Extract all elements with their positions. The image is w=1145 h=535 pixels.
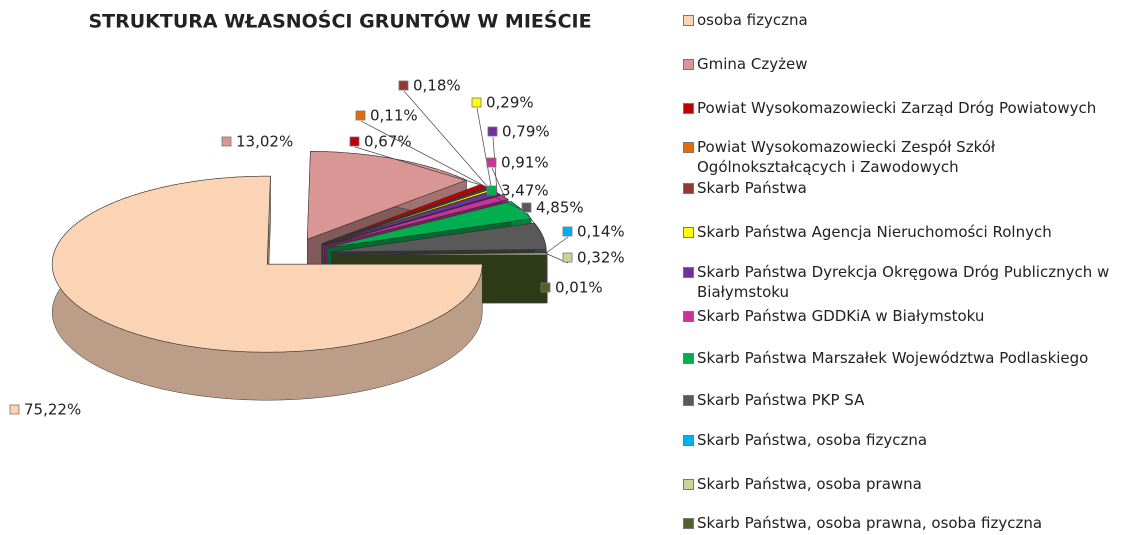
legend-item: Skarb Państwa, osoba fizyczna [683, 430, 1143, 450]
legend-swatch [683, 103, 694, 114]
legend-label: Skarb Państwa, osoba prawna, osoba fizyc… [697, 514, 1043, 532]
legend-label: Skarb Państwa Marszałek Województwa Podl… [697, 349, 1089, 367]
legend-item: Gmina Czyżew [683, 54, 1143, 74]
label-swatch [471, 97, 482, 108]
label-swatch [221, 136, 232, 147]
leader-line [491, 167, 506, 198]
label-swatch [398, 80, 409, 91]
legend-swatch [683, 353, 694, 364]
leader-line [476, 107, 493, 190]
data-label: 4,85% [536, 199, 584, 217]
label-swatch [562, 252, 573, 263]
legend-swatch [683, 142, 694, 153]
data-label: 0,01% [555, 279, 603, 297]
legend-label: Skarb Państwa GDDKiA w Białymstoku [697, 307, 985, 325]
legend-label: Skarb Państwa Agencja Nieruchomości Roln… [697, 223, 1052, 241]
legend-label: Skarb Państwa PKP SA [697, 391, 865, 409]
label-swatch [521, 202, 532, 213]
legend-item: Skarb Państwa, osoba prawna [683, 474, 1143, 494]
label-swatch [487, 126, 498, 137]
legend-label: Skarb Państwa, osoba prawna [697, 475, 922, 493]
label-swatch [9, 404, 20, 415]
data-label: 0,79% [502, 123, 550, 141]
legend-item: Powiat Wysokomazowiecki Zarząd Dróg Powi… [683, 98, 1143, 118]
legend-item: osoba fizyczna [683, 10, 1143, 30]
leader-line [491, 195, 523, 211]
legend-label: Powiat Wysokomazowiecki Zarząd Dróg Powi… [697, 99, 1097, 117]
legend-item: Skarb Państwa Dyrekcja Okręgowa Dróg Pub… [683, 262, 1143, 302]
legend-label: osoba fizyczna [697, 11, 808, 29]
leader-line [354, 146, 484, 187]
leader-line [526, 212, 544, 237]
label-swatch [562, 226, 573, 237]
legend-label: Gmina Czyżew [697, 55, 808, 73]
legend-swatch [683, 15, 694, 26]
data-label: 0,32% [577, 249, 625, 267]
slice-group [51, 175, 483, 401]
legend-item: Skarb Państwa, osoba prawna, osoba fizyc… [683, 513, 1143, 533]
legend-item: Skarb Państwa Agencja Nieruchomości Roln… [683, 222, 1143, 242]
legend-swatch [683, 311, 694, 322]
data-label: 0,67% [364, 133, 412, 151]
label-swatch [349, 136, 360, 147]
legend-label: Skarb Państwa Dyrekcja Okręgowa Dróg Pub… [697, 263, 1110, 301]
legend-swatch [683, 267, 694, 278]
legend-swatch [683, 479, 694, 490]
legend-item: Skarb Państwa PKP SA [683, 390, 1143, 410]
data-label: 0,11% [370, 107, 418, 125]
label-swatch [486, 157, 497, 168]
label-swatch [486, 185, 497, 196]
leader-line [403, 90, 490, 189]
legend-label: Skarb Państwa [697, 179, 807, 197]
legend-label: Powiat Wysokomazowiecki Zespół Szkół Ogó… [697, 138, 996, 176]
data-label: 0,18% [413, 77, 461, 95]
legend-swatch [683, 518, 694, 529]
data-label: 0,91% [501, 154, 549, 172]
legend-swatch [683, 183, 694, 194]
leader-line [360, 120, 489, 189]
legend-swatch [683, 395, 694, 406]
legend-swatch [683, 227, 694, 238]
label-swatch [540, 282, 551, 293]
legend-item: Skarb Państwa Marszałek Województwa Podl… [683, 348, 1143, 368]
label-swatch [355, 110, 366, 121]
legend-swatch [683, 59, 694, 70]
legend-label: Skarb Państwa, osoba fizyczna [697, 431, 928, 449]
slice [325, 194, 509, 246]
chart-title: STRUKTURA WŁASNOŚCI GRUNTÓW W MIEŚCIE [88, 9, 591, 33]
data-label: 3,47% [501, 182, 549, 200]
slice [51, 175, 483, 353]
pie-area: STRUKTURA WŁASNOŚCI GRUNTÓW W MIEŚCIE 75… [9, 9, 625, 419]
legend-item: Skarb Państwa GDDKiA w Białymstoku [683, 306, 1143, 326]
data-label: 0,14% [577, 223, 625, 241]
data-label: 13,02% [236, 133, 293, 151]
legend-item: Skarb Państwa [683, 178, 1143, 198]
data-label: 75,22% [24, 401, 81, 419]
legend-item: Powiat Wysokomazowiecki Zespół Szkół Ogó… [683, 137, 1143, 177]
legend-swatch [683, 435, 694, 446]
data-label: 0,29% [486, 94, 534, 112]
leader-line [546, 236, 569, 253]
